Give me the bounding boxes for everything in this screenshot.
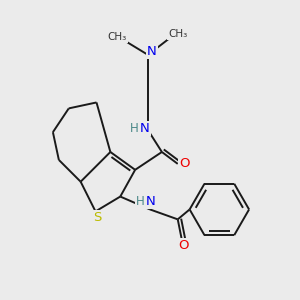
Text: CH₃: CH₃ xyxy=(108,32,127,42)
Text: CH₃: CH₃ xyxy=(168,29,188,39)
Text: O: O xyxy=(178,238,189,252)
Text: H: H xyxy=(130,122,139,135)
Text: S: S xyxy=(93,211,102,224)
Text: N: N xyxy=(140,122,150,135)
Text: N: N xyxy=(147,45,157,58)
Text: O: O xyxy=(179,158,190,170)
Text: H: H xyxy=(136,195,145,208)
Text: N: N xyxy=(146,195,156,208)
